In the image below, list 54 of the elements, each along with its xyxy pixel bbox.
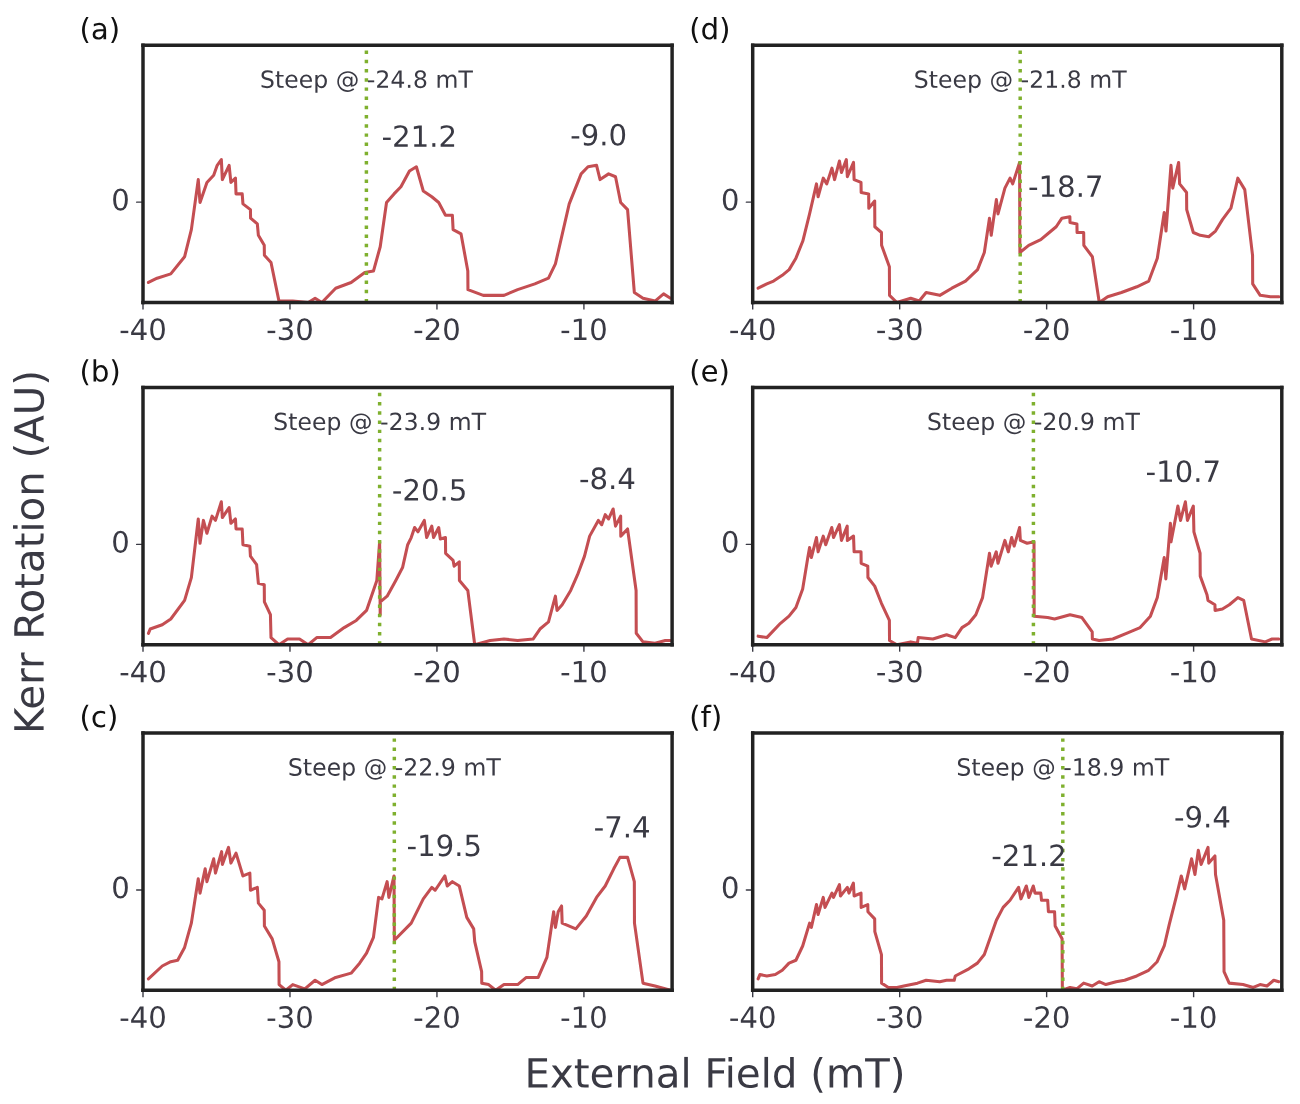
ref-line-label: Steep @ -23.9 mT — [274, 412, 487, 435]
annotation: -21.2 — [992, 844, 1064, 867]
x-tick-label: -10 — [1171, 1006, 1216, 1029]
x-tick-label: -30 — [267, 660, 312, 683]
annotation: -21.2 — [383, 125, 455, 147]
x-tick-label: -30 — [877, 318, 922, 341]
x-tick-label: -30 — [267, 1006, 312, 1029]
annotation: -10.7 — [1147, 460, 1219, 483]
x-tick-label: -20 — [414, 1006, 459, 1029]
text: 0 — [722, 876, 738, 899]
text: 0 — [722, 530, 738, 553]
ref-line-label: Steep @ -21.8 mT — [915, 70, 1127, 93]
x-tick-label: -20 — [1024, 318, 1069, 341]
x-tick-label: -10 — [1171, 318, 1216, 341]
x-tick-label: -20 — [414, 318, 459, 341]
chart-title: (e) — [691, 359, 728, 386]
chart-title: (a) — [82, 17, 118, 44]
annotation: -9.0 — [571, 123, 626, 146]
x-tick-label: -30 — [877, 1006, 922, 1029]
text: 0 — [722, 188, 738, 211]
chart-title: (b) — [82, 359, 119, 386]
chart-title: (c) — [82, 704, 116, 731]
chart-title: (d) — [691, 17, 728, 44]
x-tick-label: -40 — [730, 318, 775, 341]
x-tick-label: -30 — [877, 660, 922, 683]
ref-line-label: Steep @ -20.9 mT — [928, 412, 1140, 435]
x-tick-label: -40 — [730, 1006, 775, 1029]
text: 0 — [113, 188, 128, 211]
x-tick-label: -10 — [561, 318, 606, 341]
annotation: -8.4 — [580, 467, 635, 490]
x-axis-title: External Field (mT) — [528, 1056, 903, 1093]
text: 0 — [113, 530, 128, 553]
x-tick-label: -40 — [120, 660, 165, 683]
x-tick-label: -20 — [1024, 1006, 1069, 1029]
x-tick-label: -10 — [561, 660, 606, 683]
x-tick-label: -20 — [1024, 660, 1069, 683]
x-tick-label: -40 — [120, 318, 165, 341]
annotation: -9.4 — [1175, 805, 1230, 828]
x-tick-label: -40 — [120, 1006, 165, 1029]
ref-line-label: Steep @ -24.8 mT — [261, 70, 473, 93]
text: 0 — [113, 876, 128, 899]
x-tick-label: -40 — [730, 660, 775, 683]
y-axis-title: Kerr Rotation (AU) — [13, 373, 49, 731]
annotation: -7.4 — [595, 816, 649, 838]
x-tick-label: -20 — [414, 660, 459, 683]
x-tick-label: -30 — [267, 318, 312, 341]
annotation: -19.5 — [407, 834, 480, 857]
annotation: -20.5 — [393, 478, 465, 501]
x-tick-label: -10 — [1171, 660, 1216, 683]
chart-title: (f) — [691, 704, 720, 731]
ref-line-label: Steep @ -18.9 mT — [957, 758, 1170, 781]
annotation: -18.7 — [1029, 175, 1101, 198]
ref-line-label: Steep @ -22.9 mT — [289, 758, 501, 781]
x-tick-label: -10 — [561, 1006, 606, 1029]
